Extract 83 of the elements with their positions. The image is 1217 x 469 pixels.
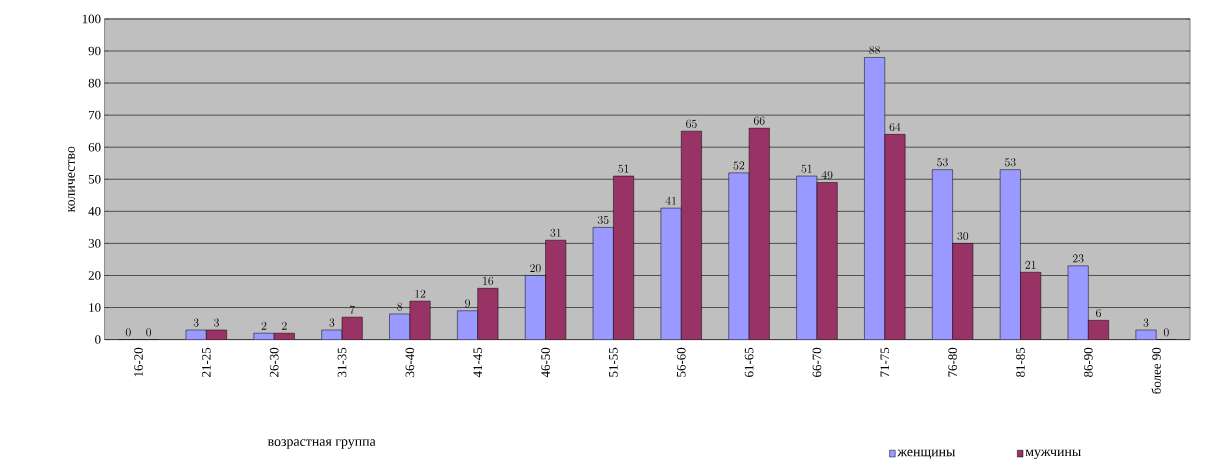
bar <box>796 175 818 340</box>
data-label: 52 <box>733 161 745 170</box>
data-label: 66 <box>753 116 765 125</box>
bar <box>1020 271 1042 340</box>
data-label: 41 <box>665 196 676 205</box>
x-tick-label: 46-50 <box>541 347 550 378</box>
y-tick-label: 10 <box>89 303 101 312</box>
y-tick-label: 50 <box>88 174 101 184</box>
x-tick-label: 86-90 <box>1083 347 1093 377</box>
y-tick-label: 30 <box>88 239 101 248</box>
bar <box>864 57 886 340</box>
bar <box>816 182 838 340</box>
y-tick-label: 20 <box>88 271 101 280</box>
x-tick-label: 41-45 <box>473 347 483 378</box>
y-tick-label: 90 <box>88 46 101 56</box>
y-axis-title: количество <box>68 146 75 213</box>
x-tick-label: более 90 <box>1151 347 1161 394</box>
x-tick-label: 51-55 <box>609 347 618 377</box>
y-tick-label: 0 <box>95 335 101 344</box>
x-tick-label: 71-75 <box>880 347 890 377</box>
data-label: 0 <box>1163 328 1169 337</box>
x-tick-label: 21-25 <box>201 347 211 377</box>
bar <box>681 130 702 340</box>
bar <box>545 239 567 340</box>
data-label: 88 <box>869 45 880 55</box>
y-tick-label: 80 <box>88 78 101 88</box>
x-tick-label: 76-80 <box>948 347 957 377</box>
data-label: 64 <box>889 122 901 132</box>
bar <box>592 227 614 340</box>
data-label: 21 <box>1025 260 1036 269</box>
bar <box>952 243 974 340</box>
x-axis-title: возрастная группа <box>267 439 376 449</box>
data-label: 31 <box>550 228 561 237</box>
y-tick-label: 60 <box>88 142 101 152</box>
x-tick-label: 56-60 <box>676 347 686 377</box>
data-label: 51 <box>618 164 629 173</box>
legend-label: мужчины <box>1025 449 1081 460</box>
data-label: 6 <box>1096 308 1101 318</box>
data-label: 7 <box>349 305 355 314</box>
data-label: 9 <box>465 299 470 308</box>
data-label: 0 <box>125 328 131 337</box>
data-label: 30 <box>957 231 969 241</box>
data-label: 49 <box>821 170 833 180</box>
bar <box>524 275 546 340</box>
y-tick-label: 70 <box>89 110 101 120</box>
data-label: 0 <box>146 328 152 337</box>
x-tick-label: 61-65 <box>744 347 754 377</box>
x-tick-label: 16-20 <box>134 347 143 377</box>
data-label: 35 <box>597 215 609 225</box>
data-label: 16 <box>483 276 494 285</box>
data-label: 53 <box>1005 158 1016 167</box>
x-tick-label: 31-35 <box>337 347 347 377</box>
bar <box>613 175 635 340</box>
bar <box>1067 265 1089 340</box>
data-label: 2 <box>282 321 287 330</box>
data-label: 8 <box>397 302 403 311</box>
bar <box>660 207 682 340</box>
data-label: 12 <box>415 289 426 298</box>
data-label: 53 <box>937 158 948 167</box>
y-tick-label: 40 <box>88 206 101 216</box>
bar <box>884 134 906 340</box>
bar <box>409 300 431 340</box>
x-tick-label: 81-85 <box>1016 347 1025 377</box>
data-label: 20 <box>530 263 541 273</box>
bar <box>932 169 953 340</box>
bar <box>999 169 1021 340</box>
data-label: 3 <box>329 318 335 327</box>
x-tick-label: 26-30 <box>269 347 279 377</box>
x-tick-label: 36-40 <box>405 347 415 377</box>
data-label: 2 <box>261 321 267 330</box>
bar <box>748 127 770 340</box>
data-label: 3 <box>214 318 219 327</box>
data-label: 23 <box>1072 254 1084 263</box>
bar <box>477 288 499 340</box>
legend-label: женщины <box>897 449 956 460</box>
data-label: 65 <box>686 119 697 128</box>
data-label: 3 <box>193 318 199 327</box>
bar <box>457 310 478 340</box>
bar <box>728 172 750 340</box>
x-tick-label: 66-70 <box>812 347 822 377</box>
data-label: 3 <box>1143 318 1149 327</box>
data-label: 51 <box>801 164 812 173</box>
y-tick-label: 100 <box>82 14 101 24</box>
